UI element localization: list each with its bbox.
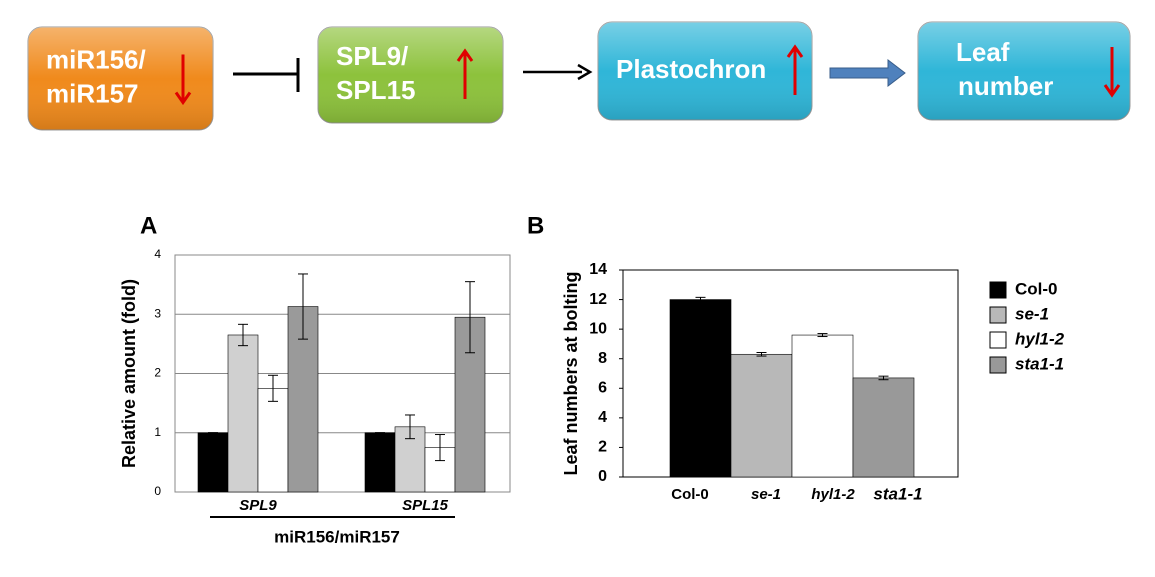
legend-swatch [989, 331, 1007, 349]
red-arrowhead [174, 91, 192, 106]
bar [669, 299, 732, 478]
panel-label: B [527, 212, 544, 239]
panel-label: A [140, 212, 157, 239]
bar [852, 377, 915, 478]
x-tick-label: Col-0 [671, 486, 709, 503]
y-tick-label: 12 [589, 291, 607, 308]
y-tick-label: 2 [598, 439, 607, 456]
y-tick-label: 0 [598, 468, 607, 485]
legend-swatch [989, 281, 1007, 299]
legend-swatch [989, 306, 1007, 324]
x-tick-label: se-1 [751, 486, 781, 503]
node-label: Plastochron [616, 54, 766, 84]
x-tick-label: hyl1-2 [811, 486, 855, 503]
y-tick-label: 4 [598, 409, 607, 426]
legend-label: sta1-1 [1015, 354, 1064, 373]
node-shade [918, 22, 1130, 120]
red-arrowhead [786, 44, 804, 58]
bar [197, 432, 229, 493]
node-label: number [958, 71, 1053, 101]
y-tick-label: 6 [598, 380, 607, 397]
node-label: SPL15 [336, 75, 416, 105]
legend-label: se-1 [1015, 304, 1049, 323]
y-tick-label: 10 [589, 320, 607, 337]
bar [227, 334, 259, 493]
x-axis-label: miR156/miR157 [274, 527, 400, 546]
y-tick-label: 3 [154, 306, 161, 320]
legend-swatch [989, 356, 1007, 374]
bar [257, 388, 289, 493]
y-tick-label: 0 [154, 484, 161, 498]
bar [364, 432, 396, 493]
y-tick-label: 14 [589, 261, 607, 278]
legend-label: hyl1-2 [1015, 329, 1065, 348]
red-arrowhead [1103, 84, 1121, 98]
bar [730, 353, 793, 478]
y-tick-label: 4 [154, 247, 161, 261]
y-tick-label: 1 [154, 425, 161, 439]
node-label: SPL9/ [336, 41, 408, 71]
error-bar [268, 374, 278, 402]
y-tick-label: 2 [154, 366, 161, 380]
error-bar [238, 323, 248, 347]
diagram-connectors [233, 58, 906, 92]
error-bar [756, 352, 767, 357]
node-label: miR156/ [46, 44, 146, 74]
x-tick-label: sta1-1 [873, 484, 922, 503]
node-shade [28, 27, 213, 130]
node-shade [598, 22, 812, 120]
error-bar [878, 375, 889, 381]
red-arrowhead [456, 48, 474, 62]
node-label: miR157 [46, 78, 139, 108]
bar [791, 334, 854, 478]
y-axis-label: Relative amount (fold) [119, 279, 139, 468]
error-bar [435, 434, 445, 462]
error-bar [817, 333, 828, 338]
node-label: Leaf [956, 37, 1010, 67]
error-bar [298, 273, 308, 340]
y-tick-label: 8 [598, 350, 607, 367]
error-bar [695, 296, 706, 303]
error-bar [405, 414, 415, 440]
error-bar [465, 281, 475, 354]
node-shade [318, 27, 503, 123]
y-axis-label: Leaf numbers at bolting [561, 271, 581, 475]
legend-label: Col-0 [1015, 279, 1058, 298]
x-tick-label: SPL15 [402, 497, 449, 514]
x-tick-label: SPL9 [239, 497, 277, 514]
